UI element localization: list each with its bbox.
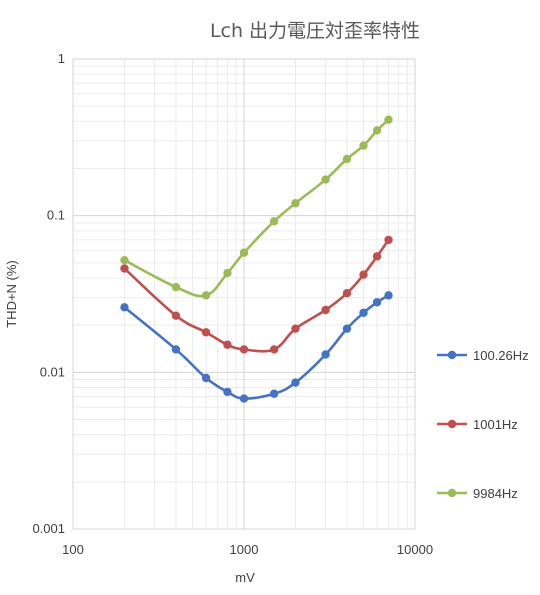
legend-label: 100.26Hz xyxy=(473,348,529,363)
data-point xyxy=(291,199,300,208)
data-point xyxy=(171,311,181,320)
y-tick-label: 1 xyxy=(58,51,65,66)
x-axis-title: mV xyxy=(235,570,255,585)
data-point xyxy=(359,141,368,150)
data-point xyxy=(120,303,129,312)
data-point xyxy=(201,373,211,383)
x-tick-label: 100 xyxy=(62,542,84,557)
data-point xyxy=(359,270,368,279)
series-100-26hz xyxy=(120,291,393,403)
series-line xyxy=(123,118,390,298)
data-point xyxy=(239,345,249,354)
series-layer xyxy=(120,115,393,403)
x-tick-label: 1000 xyxy=(230,542,259,557)
data-point xyxy=(171,345,181,354)
data-point xyxy=(384,115,393,124)
data-point xyxy=(359,308,368,317)
series-1001hz xyxy=(120,235,393,354)
series-line xyxy=(123,294,390,400)
legend-swatch-marker xyxy=(447,350,457,360)
y-tick-label: 0.01 xyxy=(40,364,65,379)
data-point xyxy=(384,291,393,300)
data-point xyxy=(372,298,382,307)
data-point xyxy=(120,255,129,265)
legend-label: 9984Hz xyxy=(473,486,518,501)
legend: 100.26Hz 1001Hz 9984Hz xyxy=(437,348,529,501)
data-point xyxy=(342,288,352,298)
legend-swatch-marker xyxy=(447,488,457,498)
legend-item: 9984Hz xyxy=(437,486,518,501)
chart-title: Lch 出力電圧対歪率特性 xyxy=(210,20,420,42)
series-9984hz xyxy=(120,115,393,300)
y-tick-label: 0.001 xyxy=(32,521,65,536)
data-point xyxy=(269,345,279,354)
data-point xyxy=(321,305,330,315)
legend-item: 100.26Hz xyxy=(437,348,529,363)
legend-label: 1001Hz xyxy=(473,417,518,432)
x-tick-label: 10000 xyxy=(397,542,433,557)
data-point xyxy=(171,282,181,292)
y-tick-label: 0.1 xyxy=(47,208,65,223)
legend-swatch-marker xyxy=(447,419,457,429)
data-point xyxy=(120,264,129,273)
data-point xyxy=(201,291,211,300)
data-point xyxy=(321,350,330,359)
data-point xyxy=(239,248,249,257)
grid xyxy=(72,58,416,530)
data-point xyxy=(384,235,393,245)
data-point xyxy=(201,328,211,337)
legend-item: 1001Hz xyxy=(437,417,518,432)
data-point xyxy=(372,252,382,261)
data-point xyxy=(269,389,279,398)
y-axis-title: THD+N (%) xyxy=(4,260,19,328)
data-point xyxy=(223,268,232,278)
data-point xyxy=(223,387,232,397)
data-point xyxy=(342,154,352,164)
data-point xyxy=(239,394,249,403)
data-point xyxy=(223,340,232,349)
data-point xyxy=(269,217,279,226)
data-point xyxy=(342,324,352,333)
data-point xyxy=(291,324,300,333)
tick-labels: 100 1000 10000 0.001 0.01 0.1 1 xyxy=(32,51,433,557)
data-point xyxy=(321,175,330,184)
data-point xyxy=(372,126,382,135)
data-point xyxy=(291,378,300,387)
